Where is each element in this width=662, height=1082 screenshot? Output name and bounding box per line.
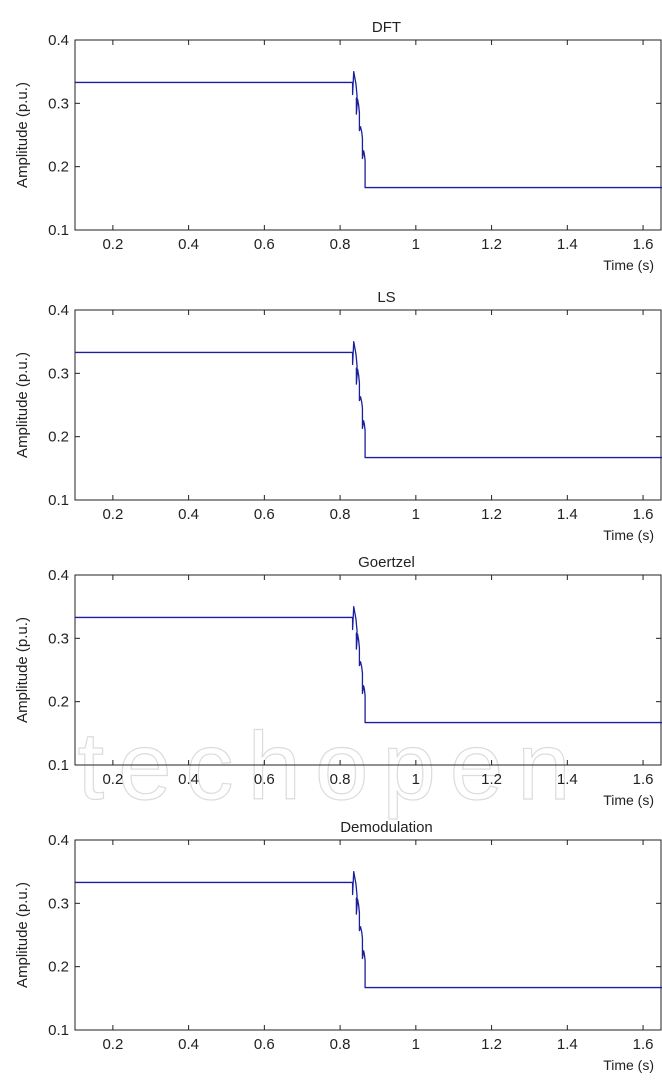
y-tick-label: 0.3 <box>48 630 69 647</box>
x-tick-label: 0.4 <box>178 236 199 253</box>
x-tick-label: 1.6 <box>633 236 654 253</box>
y-tick-label: 0.4 <box>48 832 69 849</box>
x-axis-label: Time (s) <box>603 792 654 808</box>
x-tick-label: 1.2 <box>481 506 502 523</box>
y-tick-label: 0.1 <box>48 1022 69 1039</box>
x-tick-label: 0.2 <box>102 1036 123 1053</box>
axes-box <box>74 839 662 1031</box>
y-axis-label: Amplitude (p.u.) <box>14 882 31 988</box>
x-tick-label: 1 <box>412 236 420 253</box>
y-tick-label: 0.1 <box>48 492 69 509</box>
x-tick-label: 1.6 <box>633 1036 654 1053</box>
y-tick-label: 0.3 <box>48 895 69 912</box>
x-tick-label: 0.2 <box>102 236 123 253</box>
x-tick-label: 1.4 <box>557 771 578 788</box>
x-tick-label: 0.6 <box>254 1036 275 1053</box>
y-axis-label: Amplitude (p.u.) <box>14 617 31 723</box>
y-tick-label: 0.2 <box>48 159 69 176</box>
y-tick-label: 0.2 <box>48 694 69 711</box>
x-tick-label: 0.4 <box>178 771 199 788</box>
x-tick-label: 0.2 <box>102 771 123 788</box>
y-tick-label: 0.3 <box>48 95 69 112</box>
axes-box <box>74 309 662 501</box>
chart-title: LS <box>377 289 395 306</box>
x-tick-label: 0.2 <box>102 506 123 523</box>
x-tick-label: 0.8 <box>330 236 351 253</box>
x-tick-label: 1.6 <box>633 506 654 523</box>
series-line-1 <box>75 606 662 724</box>
series-line-1 <box>75 871 662 989</box>
x-tick-label: 0.4 <box>178 1036 199 1053</box>
axes-box <box>74 574 662 766</box>
y-tick-label: 0.1 <box>48 222 69 239</box>
subplot-2: LS 0.2 0.4 0.6 0.8 1 1.2 1.4 1.6 0.1 0.2 0.3 0.4 Time… <box>14 289 662 543</box>
y-tick-label: 0.2 <box>48 429 69 446</box>
x-tick-label: 0.6 <box>254 236 275 253</box>
chart-title: Goertzel <box>358 554 415 571</box>
x-tick-label: 1 <box>412 1036 420 1053</box>
y-axis-label: Amplitude (p.u.) <box>14 352 31 458</box>
chart-title: DFT <box>372 19 401 36</box>
x-axis-label: Time (s) <box>603 1057 654 1073</box>
x-tick-label: 0.6 <box>254 771 275 788</box>
y-tick-label: 0.1 <box>48 757 69 774</box>
x-tick-label: 0.6 <box>254 506 275 523</box>
x-tick-label: 1 <box>412 771 420 788</box>
chart-title: Demodulation <box>340 819 433 836</box>
x-tick-label: 1.2 <box>481 236 502 253</box>
x-tick-label: 0.4 <box>178 506 199 523</box>
subplot-1: DFT 0.2 0.4 0.6 0.8 1 1.2 1.4 1.6 0.1 0.2 0.3 0.4 Tim… <box>14 19 662 273</box>
y-tick-label: 0.4 <box>48 302 69 319</box>
y-tick-label: 0.4 <box>48 567 69 584</box>
x-tick-label: 1.2 <box>481 771 502 788</box>
x-tick-label: 1.4 <box>557 1036 578 1053</box>
subplot-4: Demodulation 0.2 0.4 0.6 0.8 1 1.2 1.4 1.6 0.1 0.2… <box>14 819 662 1073</box>
series-line-1 <box>75 71 662 189</box>
x-axis-label: Time (s) <box>603 257 654 273</box>
x-axis-label: Time (s) <box>603 527 654 543</box>
x-tick-label: 0.8 <box>330 771 351 788</box>
x-tick-label: 1.2 <box>481 1036 502 1053</box>
x-tick-label: 1 <box>412 506 420 523</box>
axes-box <box>74 39 662 231</box>
y-axis-label: Amplitude (p.u.) <box>14 82 31 188</box>
x-tick-label: 1.6 <box>633 771 654 788</box>
y-tick-label: 0.2 <box>48 959 69 976</box>
series-line-1 <box>75 341 662 459</box>
x-tick-label: 1.4 <box>557 506 578 523</box>
y-tick-label: 0.3 <box>48 365 69 382</box>
x-tick-label: 0.8 <box>330 506 351 523</box>
y-tick-label: 0.4 <box>48 32 69 49</box>
x-tick-label: 0.8 <box>330 1036 351 1053</box>
x-tick-label: 1.4 <box>557 236 578 253</box>
subplot-3: Goertzel 0.2 0.4 0.6 0.8 1 1.2 1.4 1.6 0.1 0.2 0.3 0… <box>14 554 662 808</box>
